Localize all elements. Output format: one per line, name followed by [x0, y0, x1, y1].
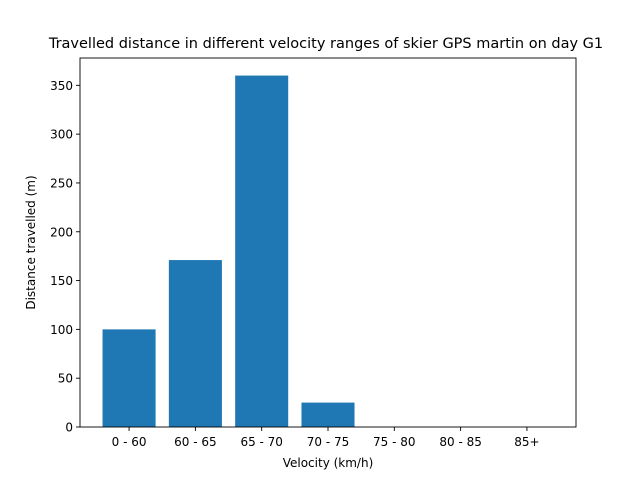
- bar-3: [301, 402, 355, 427]
- x-tick-label: 70 - 75: [307, 435, 350, 449]
- y-tick-label: 300: [50, 128, 73, 142]
- y-tick-label: 50: [58, 372, 73, 386]
- x-tick-label: 80 - 85: [439, 435, 482, 449]
- y-tick-label: 200: [50, 225, 73, 239]
- plot-frame: [79, 57, 577, 428]
- y-tick-label: 0: [65, 421, 73, 435]
- x-axis-label: Velocity (km/h): [283, 456, 374, 470]
- x-tick-label: 75 - 80: [373, 435, 416, 449]
- bars-group: [102, 75, 355, 428]
- x-tick-label: 65 - 70: [240, 435, 283, 449]
- x-tick-label: 60 - 65: [174, 435, 217, 449]
- x-tick-label: 0 - 60: [112, 435, 147, 449]
- y-tick-label: 100: [50, 323, 73, 337]
- y-tick-label: 250: [50, 176, 73, 190]
- bar-2: [235, 75, 289, 428]
- bar-1: [168, 260, 222, 427]
- y-tick-label: 350: [50, 79, 73, 93]
- chart-title: Travelled distance in different velocity…: [48, 36, 603, 52]
- y-axis: 0 50 100 150 200 250 300 350: [50, 79, 80, 435]
- y-axis-label: Distance travelled (m): [24, 175, 38, 309]
- bar-0: [102, 329, 156, 427]
- x-axis: 0 - 60 60 - 65 65 - 70 70 - 75 75 - 80 80 - 8…: [112, 427, 540, 449]
- y-tick-label: 150: [50, 274, 73, 288]
- x-tick-label: 85+: [514, 435, 539, 449]
